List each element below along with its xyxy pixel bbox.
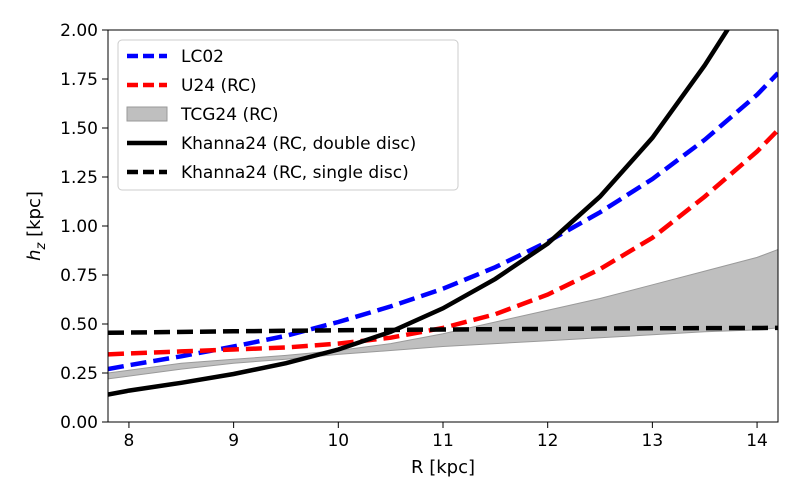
y-tick-label: 2.00	[60, 21, 98, 41]
legend-label: U24 (RC)	[181, 76, 257, 96]
x-tick-label: 12	[537, 431, 559, 451]
series-line-khanna24-rc-double-disc	[108, 30, 730, 397]
y-axis-title-subscript: z	[34, 241, 49, 250]
y-tick-label: 1.25	[60, 168, 98, 188]
legend-label: LC02	[181, 47, 224, 67]
legend-label: Khanna24 (RC, double disc)	[181, 134, 416, 154]
ticks-layer: 8 9 10 11 12 13 14 0.00 0.25 0.50 0.75 1.00 1.25 1.50…	[60, 21, 768, 451]
y-tick-label: 1.75	[60, 70, 98, 90]
x-tick-label: 11	[432, 431, 454, 451]
y-axis-title-unit: [kpc]	[24, 191, 45, 243]
data-layer	[108, 30, 778, 397]
y-tick-label: 1.00	[60, 217, 98, 237]
legend-item-tcg24-rc: TCG24 (RC)	[126, 105, 279, 125]
series-line-lc02	[108, 71, 778, 372]
legend-item-lc02: LC02	[127, 47, 224, 67]
y-tick-label: 0.50	[60, 315, 98, 335]
series-band-tcg24-rc	[108, 248, 778, 380]
y-axis-title-main: h	[24, 249, 45, 260]
series-line-khanna24-rc-single-disc	[108, 325, 778, 336]
y-tick-label: 1.50	[60, 119, 98, 139]
y-tick-label: 0.25	[60, 364, 98, 384]
legend-item-khanna24-rc-single-disc: Khanna24 (RC, single disc)	[127, 163, 409, 183]
x-tick-label: 10	[327, 431, 349, 451]
x-tick-label: 13	[642, 431, 664, 451]
legend-box	[117, 39, 459, 191]
x-axis-title: R [kpc]	[411, 457, 475, 478]
legend-label: TCG24 (RC)	[180, 105, 279, 125]
legend-item-u24-rc: U24 (RC)	[127, 76, 257, 96]
legend: LC02 U24 (RC) TCG24 (RC) Khanna24 (RC, doub…	[117, 39, 459, 191]
x-tick-label: 8	[124, 431, 135, 451]
legend-item-khanna24-rc-double-disc: Khanna24 (RC, double disc)	[127, 134, 416, 154]
legend-label: Khanna24 (RC, single disc)	[181, 163, 409, 183]
y-axis-title: hz [kpc]	[24, 191, 49, 261]
y-tick-label: 0.00	[60, 413, 98, 433]
y-tick-label: 0.75	[60, 266, 98, 286]
x-tick-label: 9	[228, 431, 239, 451]
x-tick-label: 14	[746, 431, 768, 451]
legend-swatch	[126, 106, 168, 122]
